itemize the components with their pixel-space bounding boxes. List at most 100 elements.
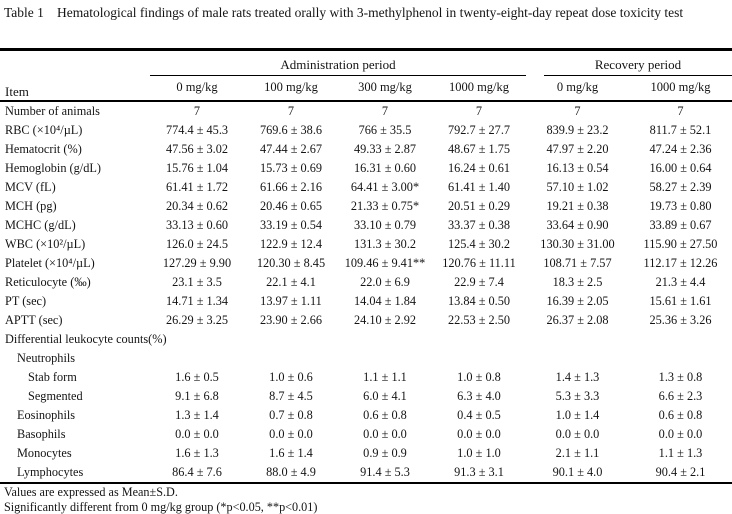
value-cell: 86.4 ± 7.6 [172,464,222,479]
table-row: Number of animals 7 7 7 7 7 7 [0,101,732,121]
hematology-table: Item Administration period Recovery peri… [0,48,732,484]
value-cell: 125.4 ± 30.2 [447,236,511,251]
row-label: Number of animals [5,103,100,118]
value-cell [432,349,526,368]
value-cell: 7 [381,103,389,118]
value-cell: 23.90 ± 2.66 [259,312,323,327]
group-header-row: Item Administration period Recovery peri… [0,49,732,102]
value-cell: 16.39 ± 2.05 [546,293,609,308]
value-cell: 19.21 ± 0.38 [546,198,609,213]
value-cell [338,330,432,349]
value-cell: 22.53 ± 2.50 [447,312,511,327]
value-cell: 16.24 ± 0.61 [447,160,511,175]
value-cell [338,349,432,368]
value-cell [432,330,526,349]
value-cell: 14.04 ± 1.84 [353,293,417,308]
value-cell: 108.71 ± 7.57 [543,255,612,270]
row-label: Neutrophils [17,350,76,365]
value-cell: 48.67 ± 1.75 [447,141,511,156]
value-cell: 7 [287,103,295,118]
table-row: Differential leukocyte counts(%) [0,330,732,349]
value-cell: 130.30 ± 31.00 [540,236,615,251]
column-header-dose: 0 mg/kg [150,75,244,102]
table-body: Number of animals 7 7 7 7 7 7 RBC (×10⁴/µL) 774.… [0,101,732,483]
table-row: Lymphocytes 86.4 ± 7.6 88.0 ± 4.9 91.4 ± 5.… [0,463,732,483]
value-cell: 122.9 ± 12.4 [259,236,323,251]
value-cell: 811.7 ± 52.1 [649,122,712,137]
recovery-period-label: Recovery period [544,57,732,76]
value-cell: 49.33 ± 2.87 [353,141,417,156]
table-row: Eosinophils 1.3 ± 1.4 0.7 ± 0.8 0.6 ± 0.8 0.… [0,406,732,425]
value-cell: 47.56 ± 3.02 [165,141,229,156]
value-cell: 1.0 ± 1.0 [457,445,501,460]
value-cell [244,349,338,368]
row-label: RBC (×10⁴/µL) [5,122,83,137]
table-caption: Hematological findings of male rats trea… [57,5,684,20]
row-label: Segmented [28,388,83,403]
value-cell: 33.64 ± 0.90 [546,217,609,232]
table-number: Table 1 [4,5,44,20]
value-cell: 9.1 ± 6.8 [175,388,219,403]
value-cell [526,330,629,349]
value-cell: 91.4 ± 5.3 [360,464,410,479]
column-group-recovery-period: Recovery period [526,50,732,76]
value-cell: 1.3 ± 1.4 [175,407,219,422]
value-cell: 109.46 ± 9.41** [344,255,426,270]
value-cell: 774.4 ± 45.3 [165,122,229,137]
row-label: WBC (×10²/µL) [5,236,86,251]
value-cell: 18.3 ± 2.5 [552,274,603,289]
table-row: MCV (fL) 61.41 ± 1.72 61.66 ± 2.16 64.41 ± … [0,178,732,197]
value-cell: 15.61 ± 1.61 [649,293,712,308]
value-cell: 16.31 ± 0.60 [353,160,417,175]
row-label: Hematocrit (%) [5,141,82,156]
table-row: Reticulocyte (‰) 23.1 ± 3.5 22.1 ± 4.1 22.0… [0,273,732,292]
value-cell: 64.41 ± 3.00* [350,179,420,194]
value-cell: 13.84 ± 0.50 [447,293,511,308]
value-cell: 766 ± 35.5 [358,122,412,137]
value-cell: 1.6 ± 0.5 [175,369,219,384]
column-header-dose: 1000 mg/kg [432,75,526,102]
value-cell: 21.33 ± 0.75* [350,198,420,213]
value-cell: 23.1 ± 3.5 [172,274,222,289]
value-cell: 26.37 ± 2.08 [546,312,609,327]
value-cell: 1.3 ± 0.8 [658,369,703,384]
table-header: Item Administration period Recovery peri… [0,49,732,102]
row-label: MCHC (g/dL) [5,217,76,232]
value-cell: 15.76 ± 1.04 [165,160,229,175]
value-cell: 1.1 ± 1.3 [658,445,703,460]
table-row: PT (sec) 14.71 ± 1.34 13.97 ± 1.11 14.04 ± … [0,292,732,311]
value-cell: 1.0 ± 0.6 [269,369,313,384]
value-cell: 19.73 ± 0.80 [649,198,712,213]
value-cell: 90.4 ± 2.1 [655,464,706,479]
value-cell: 1.0 ± 1.4 [555,407,600,422]
value-cell: 47.97 ± 2.20 [546,141,609,156]
table-row: MCHC (g/dL) 33.13 ± 0.60 33.19 ± 0.54 33.10… [0,216,732,235]
value-cell: 22.9 ± 7.4 [454,274,504,289]
row-label: Stab form [28,369,77,384]
value-cell: 0.7 ± 0.8 [269,407,313,422]
value-cell: 127.29 ± 9.90 [162,255,232,270]
value-cell: 769.6 ± 38.6 [259,122,323,137]
column-header-dose: 0 mg/kg [526,75,629,102]
value-cell: 1.0 ± 0.8 [457,369,501,384]
value-cell: 839.9 ± 23.2 [546,122,609,137]
value-cell: 1.6 ± 1.3 [175,445,219,460]
value-cell: 7 [475,103,483,118]
value-cell: 1.4 ± 1.3 [555,369,600,384]
table-row: MCH (pg) 20.34 ± 0.62 20.46 ± 0.65 21.33 ± … [0,197,732,216]
value-cell: 0.0 ± 0.0 [457,426,501,441]
value-cell: 14.71 ± 1.34 [165,293,229,308]
value-cell: 0.0 ± 0.0 [363,426,407,441]
value-cell: 61.41 ± 1.40 [447,179,511,194]
value-cell: 0.0 ± 0.0 [555,426,600,441]
value-cell: 7 [677,103,684,118]
value-cell: 22.1 ± 4.1 [266,274,316,289]
value-cell [629,330,732,349]
row-label: Monocytes [17,445,72,460]
value-cell: 47.44 ± 2.67 [259,141,323,156]
value-cell: 22.0 ± 6.9 [360,274,410,289]
column-header-item: Item [0,49,150,102]
value-cell [526,349,629,368]
value-cell: 90.1 ± 4.0 [552,464,603,479]
